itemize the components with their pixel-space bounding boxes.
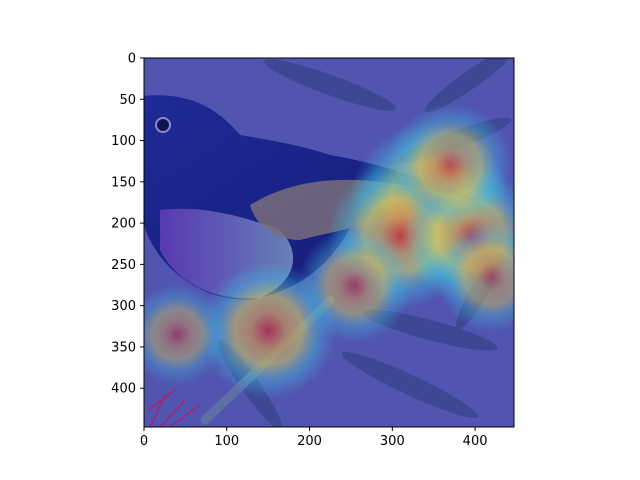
y-tick-label: 250 [111,258,136,273]
plot-frame [143,57,515,428]
x-tick-label: 300 [380,434,405,449]
x-axis: 0 100 200 300 400 [140,427,488,449]
y-axis: 0 50 100 150 200 250 300 350 400 [111,52,144,397]
heatmap-hotspot [144,283,228,386]
bird-eye [155,117,171,133]
y-tick-label: 350 [111,340,136,355]
y-tick-label: 150 [111,175,136,190]
y-tick-label: 300 [111,299,136,314]
x-tick-label: 0 [140,434,148,449]
flower [147,389,201,427]
y-tick-label: 400 [111,382,136,397]
y-tick-label: 200 [111,217,136,232]
x-tick-label: 100 [214,434,239,449]
x-tick-label: 200 [297,434,322,449]
heatmap-overlay [144,103,514,400]
heatmap-hotspot [388,103,513,228]
leaf [341,352,479,418]
y-tick-label: 100 [111,134,136,149]
heatmap-hotspot [436,221,514,332]
leaf [424,58,514,113]
image-area [144,58,514,427]
x-tick-label: 400 [463,434,488,449]
y-tick-label: 50 [119,93,136,108]
heatmap-hotspot [297,227,413,343]
y-tick-label: 0 [128,52,136,67]
leaf [264,59,396,111]
colormap-tint [144,58,514,427]
